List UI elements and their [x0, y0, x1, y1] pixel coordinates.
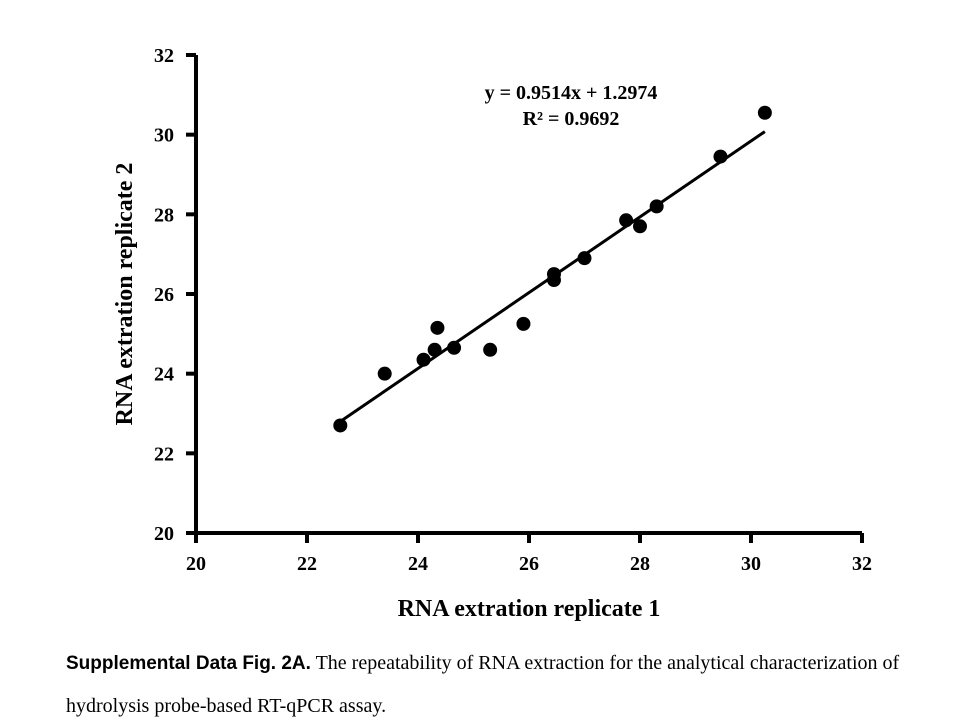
data-point-10: [577, 251, 592, 266]
y-tick-label-2: 24: [154, 364, 174, 386]
data-point-5: [447, 340, 462, 355]
data-point-15: [757, 105, 772, 120]
y-axis-title: RNA extration replicate 2: [112, 163, 138, 426]
data-point-0: [333, 418, 348, 433]
x-tick-label-6: 32: [852, 553, 872, 575]
x-tick-label-0: 20: [186, 553, 206, 575]
x-tick-label-2: 24: [408, 553, 428, 575]
data-point-7: [516, 316, 531, 331]
scatter-chart: 20 22 24 26 28 30 32 20 22 24 26 28 30 32 y = 0.9514x…: [112, 45, 872, 622]
caption-title: Supplemental Data Fig. 2A.: [66, 653, 311, 674]
data-point-6: [483, 342, 498, 357]
y-tick-label-4: 28: [154, 204, 174, 226]
x-tick-label-3: 26: [519, 553, 539, 575]
x-tick-label-4: 28: [630, 553, 650, 575]
data-point-13: [649, 199, 664, 214]
x-axis-title: RNA extration replicate 1: [398, 596, 661, 622]
data-point-9: [546, 267, 561, 282]
y-tick-label-3: 26: [154, 284, 174, 306]
caption-text: The repeatability of RNA extraction for …: [66, 652, 900, 717]
data-point-1: [377, 366, 392, 381]
data-point-14: [713, 149, 728, 164]
trendline-equation: y = 0.9514x + 1.2974: [485, 82, 658, 104]
data-point-2: [416, 352, 431, 367]
figure-caption: Supplemental Data Fig. 2A. The repeatabi…: [66, 642, 936, 727]
y-tick-label-1: 22: [154, 443, 174, 465]
plot-area: 20 22 24 26 28 30 32 20 22 24 26 28 30 32: [154, 45, 872, 575]
data-point-11: [619, 213, 634, 228]
data-point-12: [633, 219, 647, 234]
y-tick-label-5: 30: [154, 125, 174, 147]
data-point-3: [427, 342, 442, 357]
y-tick-label-6: 32: [154, 45, 174, 67]
trendline-r-squared: R² = 0.9692: [523, 108, 620, 130]
x-tick-label-5: 30: [741, 553, 761, 575]
data-point-4: [430, 320, 445, 335]
y-tick-label-0: 20: [154, 523, 174, 545]
x-tick-label-1: 22: [297, 553, 317, 575]
